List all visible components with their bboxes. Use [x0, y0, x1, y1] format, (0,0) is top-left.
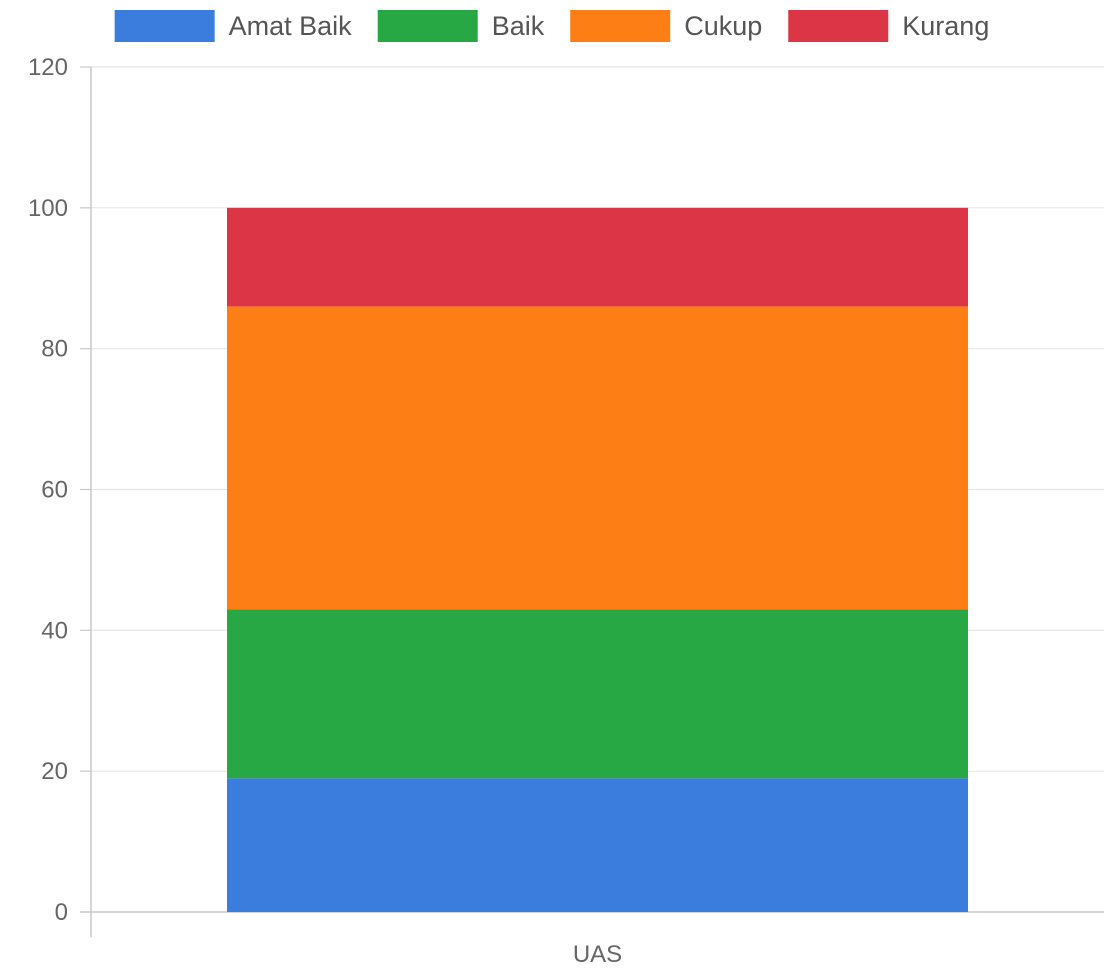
legend-item-amat-baik[interactable]: Amat Baik: [114, 10, 353, 42]
legend-item-cukup[interactable]: Cukup: [570, 10, 762, 42]
y-tick-label: 120: [28, 54, 68, 81]
bar-segment-cukup: [227, 306, 968, 610]
legend-swatch: [377, 10, 478, 42]
chart-legend: Amat Baik Baik Cukup Kurang: [114, 10, 989, 42]
bar-segment-amat-baik: [227, 778, 968, 912]
x-tick-label: UAS: [573, 941, 622, 968]
legend-swatch: [788, 10, 889, 42]
legend-swatch: [114, 10, 215, 42]
y-tick-label: 20: [41, 758, 68, 785]
x-tick-labels: UAS: [573, 941, 622, 968]
legend-swatch: [570, 10, 671, 42]
y-tick-label: 40: [41, 617, 68, 644]
legend-label: Amat Baik: [229, 11, 353, 41]
bar-segment-baik: [227, 609, 968, 779]
legend-item-kurang[interactable]: Kurang: [788, 10, 989, 42]
legend-label: Kurang: [902, 11, 989, 41]
legend-label: Cukup: [684, 11, 762, 41]
bar-segments: [227, 207, 968, 912]
y-tick-label: 100: [28, 195, 68, 222]
y-tick-label: 60: [41, 477, 68, 504]
legend-label: Baik: [492, 11, 545, 41]
y-tick-labels: 0 20 40 60 80 100 120: [28, 54, 68, 926]
y-tick-label: 80: [41, 336, 68, 363]
legend-item-baik[interactable]: Baik: [377, 10, 545, 42]
bar-segment-kurang: [227, 207, 968, 307]
y-tick-label: 0: [55, 899, 68, 926]
